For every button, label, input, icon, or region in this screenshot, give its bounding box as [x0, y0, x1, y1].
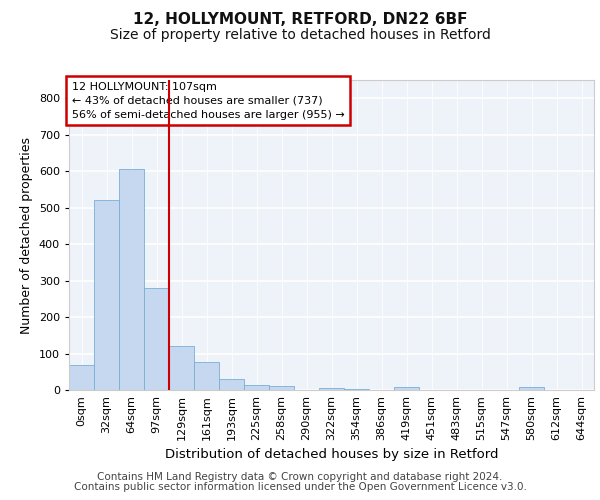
Text: Contains HM Land Registry data © Crown copyright and database right 2024.: Contains HM Land Registry data © Crown c… — [97, 472, 503, 482]
Y-axis label: Number of detached properties: Number of detached properties — [20, 136, 33, 334]
Bar — [394, 387, 419, 390]
Text: 12, HOLLYMOUNT, RETFORD, DN22 6BF: 12, HOLLYMOUNT, RETFORD, DN22 6BF — [133, 12, 467, 28]
Bar — [94, 200, 119, 390]
Bar — [194, 362, 219, 390]
Bar — [144, 288, 169, 390]
Bar — [269, 386, 294, 390]
Bar — [119, 170, 144, 390]
Text: 12 HOLLYMOUNT: 107sqm
← 43% of detached houses are smaller (737)
56% of semi-det: 12 HOLLYMOUNT: 107sqm ← 43% of detached … — [71, 82, 344, 120]
Bar — [519, 387, 544, 390]
Bar — [319, 388, 344, 390]
Text: Size of property relative to detached houses in Retford: Size of property relative to detached ho… — [110, 28, 490, 42]
Bar — [169, 346, 194, 390]
X-axis label: Distribution of detached houses by size in Retford: Distribution of detached houses by size … — [165, 448, 498, 461]
Bar — [244, 384, 269, 390]
Text: Contains public sector information licensed under the Open Government Licence v3: Contains public sector information licen… — [74, 482, 526, 492]
Bar — [219, 379, 244, 390]
Bar — [69, 365, 94, 390]
